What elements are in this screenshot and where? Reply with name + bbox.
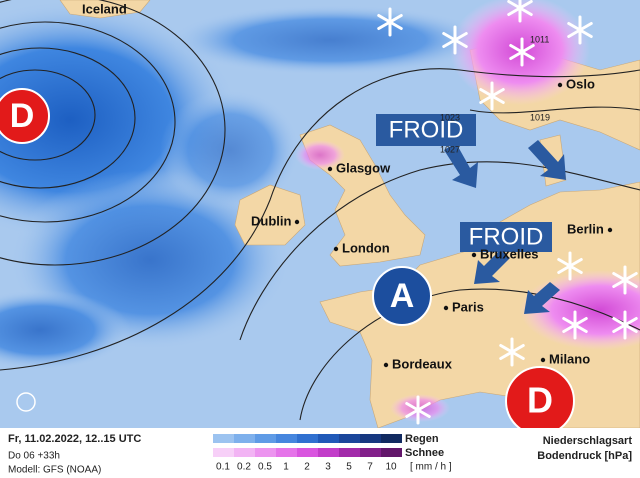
city-label: Oslo	[566, 76, 595, 91]
city-label: Milano	[549, 351, 590, 366]
precipitation-snow	[295, 0, 640, 422]
low-marker	[0, 88, 50, 144]
snow-swatch	[318, 448, 339, 457]
pressure-title: Bodendruck [hPa]	[537, 450, 632, 462]
city-label: Paris	[452, 299, 484, 314]
isobars	[0, 0, 640, 421]
legend-rain: Regen	[405, 433, 439, 445]
snow-swatch	[255, 448, 276, 457]
city-label: Bruxelles	[480, 246, 539, 261]
city-label: Glasgow	[336, 160, 391, 175]
city-dot	[383, 362, 389, 368]
snowflake-stroke	[612, 317, 638, 333]
isobar-label: 1027	[440, 144, 460, 154]
city-label: London	[342, 240, 390, 255]
callout-label: FROID	[389, 116, 464, 143]
snow-swatch	[297, 448, 318, 457]
snow-swatch	[381, 448, 402, 457]
rain-swatch	[297, 434, 318, 443]
model: Modell: GFS (NOAA)	[8, 465, 101, 476]
city-label: Iceland	[82, 1, 127, 16]
city-dot	[443, 305, 449, 311]
rain-swatch	[276, 434, 297, 443]
isobar-label: 1023	[440, 112, 460, 122]
legend-snow: Schnee	[405, 447, 444, 459]
callout-box	[460, 222, 552, 252]
scale-label: 5	[346, 462, 352, 473]
arrows	[444, 140, 566, 314]
low-label: D	[527, 380, 553, 421]
snowflake-stroke	[509, 44, 535, 60]
time: Fr, 11.02.2022, 12..15 UTC	[8, 433, 141, 445]
scale-label: 3	[325, 462, 331, 473]
scale-label: 1	[283, 462, 289, 473]
city-label: Berlin	[567, 221, 604, 236]
low-label: D	[10, 97, 35, 135]
rain-swatch	[213, 434, 234, 443]
type-title: Niederschlagsart	[543, 435, 633, 447]
snowflake-stroke	[499, 344, 525, 360]
snow-swatch	[360, 448, 381, 457]
snowflake-stroke	[377, 14, 403, 30]
rain-swatch	[339, 434, 360, 443]
scale-label: 0.1	[216, 462, 230, 473]
rain-swatch	[234, 434, 255, 443]
city-dot	[333, 246, 339, 252]
rain-swatch	[255, 434, 276, 443]
rain-swatch	[318, 434, 339, 443]
city-dot	[540, 357, 546, 363]
high-label: A	[390, 277, 415, 315]
city-dot	[471, 252, 477, 258]
run: Do 06 +33h	[8, 451, 60, 462]
snow-swatch	[234, 448, 255, 457]
rain-swatch	[381, 434, 402, 443]
city-labels: Iceland Oslo Glasgow Dublin London Berlin Brux…	[82, 1, 613, 371]
isobar-label: 1019	[530, 112, 550, 122]
callout-label: FROID	[469, 223, 544, 250]
snowflake-stroke	[479, 88, 505, 104]
city-dot	[327, 166, 333, 172]
scale-label: 10	[385, 462, 397, 473]
legend: 0.1 0.2 0.5 1 2 3 5 7 10	[213, 434, 402, 473]
snow-swatch	[339, 448, 360, 457]
city-dot	[557, 82, 563, 88]
snow-swatch	[213, 448, 234, 457]
snowflake-stroke	[557, 258, 583, 274]
scale-label: 7	[367, 462, 373, 473]
compass-icon	[16, 392, 36, 412]
rain-swatch	[360, 434, 381, 443]
isobar-labels: 1023 1027 1011 1019	[440, 34, 550, 154]
city-dot	[607, 227, 613, 233]
city-dot	[294, 219, 300, 225]
snowflake-stroke	[405, 402, 431, 418]
city-label: Bordeaux	[392, 356, 453, 371]
high-marker	[372, 266, 432, 326]
isobar-label: 1011	[530, 34, 549, 44]
city-label: Dublin	[251, 213, 291, 228]
callout-box	[376, 114, 476, 146]
snowflake-stroke	[567, 22, 593, 38]
scale-label: 2	[304, 462, 310, 473]
scale-label: 0.5	[258, 462, 272, 473]
snowflake-stroke	[507, 0, 533, 16]
snowflake-stroke	[612, 272, 638, 288]
snowflakes	[377, 0, 638, 425]
scale-label: 0.2	[237, 462, 251, 473]
legend-unit: [ mm / h ]	[410, 462, 452, 473]
snowflake-stroke	[442, 32, 468, 48]
snowflake-stroke	[562, 317, 588, 333]
snow-swatch	[276, 448, 297, 457]
precipitation-rain	[0, 0, 490, 370]
